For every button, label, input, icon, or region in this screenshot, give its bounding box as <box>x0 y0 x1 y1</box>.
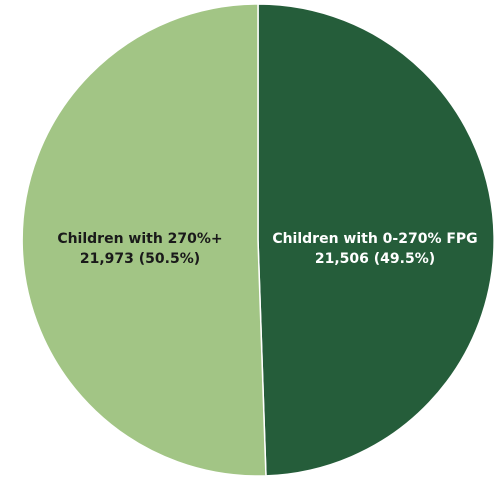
pie-labels: Children with 0-270% FPG 21,506 (49.5%)Ch… <box>57 231 477 267</box>
slice-name-2: Children with 270%+ <box>57 231 222 247</box>
slice-name-1: Children with 0-270% FPG <box>272 231 477 247</box>
slice-label-2: Children with 270%+ 21,973 (50.5%) <box>57 231 222 267</box>
slice-value-2: 21,973 (50.5%) <box>80 251 200 267</box>
slice-label-1: Children with 0-270% FPG 21,506 (49.5%) <box>272 231 477 267</box>
pie-slices <box>21 3 495 477</box>
slice-value-1: 21,506 (49.5%) <box>315 251 435 267</box>
pie-slice-2 <box>21 3 267 477</box>
pie-slice-1 <box>257 3 495 477</box>
